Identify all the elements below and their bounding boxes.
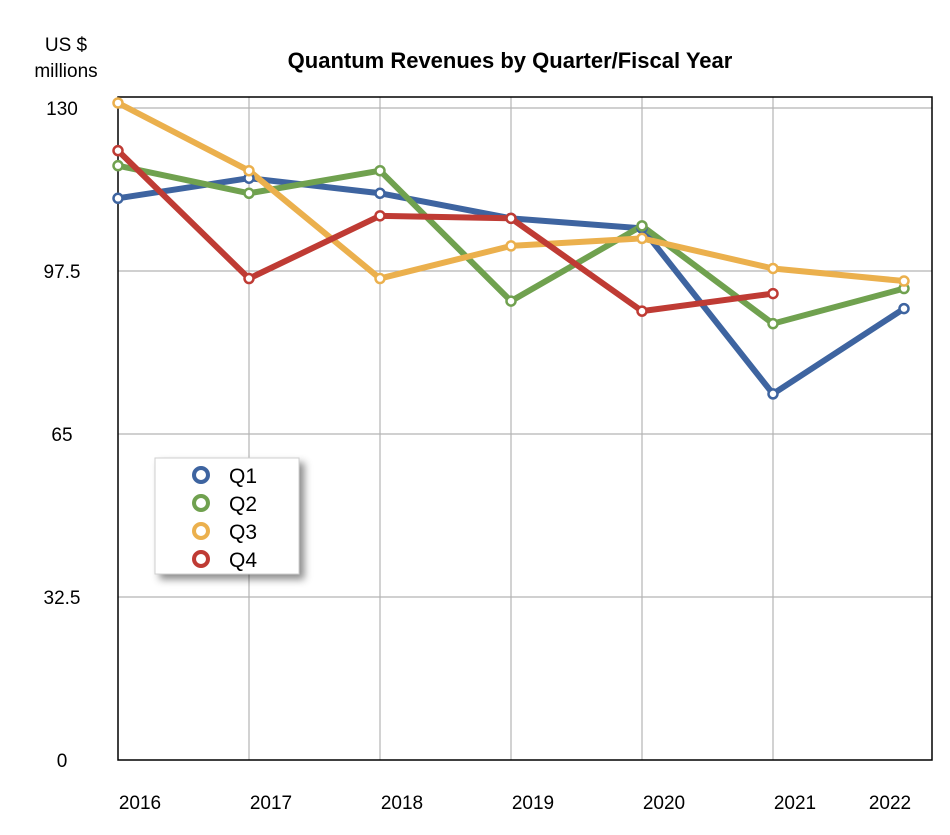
x-tick-label: 2022 <box>869 793 911 814</box>
data-point-q2 <box>505 295 517 307</box>
data-point-q3 <box>374 272 386 285</box>
legend-marker-q4 <box>192 550 210 568</box>
gridlines <box>118 97 932 760</box>
data-point-q4 <box>112 144 124 157</box>
legend-label-q2: Q2 <box>229 493 257 516</box>
data-point-q4 <box>243 272 255 285</box>
data-point-q4 <box>505 212 517 225</box>
data-point-q4 <box>636 305 648 317</box>
x-tick-label: 2018 <box>381 793 423 814</box>
data-point-q3 <box>112 97 124 109</box>
tick-labels: 0 32.5 65 97.5 130 2016 2017 2018 2019 2020 2021 20… <box>44 99 912 814</box>
data-point-q2 <box>243 187 255 200</box>
series-line-q4 <box>115 147 776 315</box>
y-tick-label: 32.5 <box>44 588 81 609</box>
legend-marker-q1 <box>192 466 210 484</box>
data-point-q1 <box>374 187 386 200</box>
data-point-q4 <box>767 287 779 300</box>
data-point-q1 <box>112 192 124 205</box>
data-point-q1 <box>767 388 779 400</box>
series-points <box>112 97 910 400</box>
data-point-q2 <box>636 220 648 232</box>
chart-title: Quantum Revenues by Quarter/Fiscal Year <box>288 48 733 73</box>
data-point-q1 <box>898 302 910 315</box>
x-tick-label: 2016 <box>119 793 161 814</box>
data-point-q3 <box>243 164 255 177</box>
y-axis-unit-line2: millions <box>34 61 97 82</box>
legend-label-q1: Q1 <box>229 465 257 488</box>
y-tick-label: 97.5 <box>44 262 81 283</box>
y-axis-unit-line1: US $ <box>45 35 88 56</box>
axes <box>117 96 933 761</box>
legend-marker-q3 <box>192 522 210 540</box>
x-tick-label: 2020 <box>643 793 685 814</box>
data-point-q2 <box>767 317 779 330</box>
legend-marker-q2 <box>192 494 210 512</box>
data-point-q3 <box>636 232 648 245</box>
data-point-q3 <box>767 262 779 275</box>
data-point-q4 <box>374 210 386 222</box>
x-tick-label: 2017 <box>250 793 292 814</box>
legend-label-q4: Q4 <box>229 549 257 572</box>
legend-label-q3: Q3 <box>229 521 257 544</box>
y-tick-label: 130 <box>46 99 78 120</box>
data-point-q2 <box>374 164 386 177</box>
legend-box <box>154 457 300 575</box>
data-point-q2 <box>112 159 124 172</box>
y-tick-label: 65 <box>51 425 72 446</box>
legend: Q1 Q2 Q3 Q4 <box>154 457 300 575</box>
x-tick-label: 2019 <box>512 793 554 814</box>
data-point-q3 <box>505 240 517 252</box>
data-point-q3 <box>898 275 910 287</box>
x-tick-label: 2021 <box>774 793 816 814</box>
y-tick-label: 0 <box>57 751 68 772</box>
plot-frame <box>117 96 933 761</box>
